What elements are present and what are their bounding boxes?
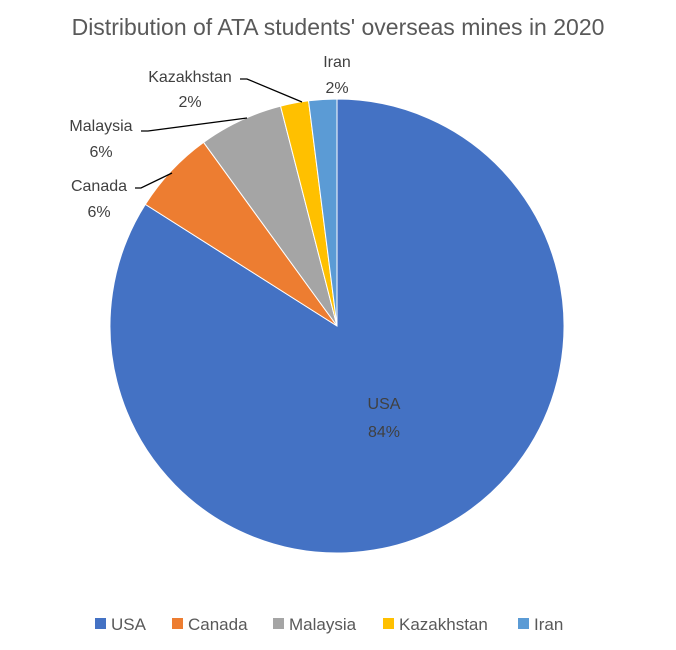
data-label-value-usa: 84% <box>368 424 400 441</box>
data-label-category-iran: Iran <box>323 54 351 71</box>
legend-label-malaysia: Malaysia <box>289 615 357 634</box>
legend-label-kazakhstan: Kazakhstan <box>399 615 488 634</box>
leader-line-canada <box>135 172 173 189</box>
legend-label-iran: Iran <box>534 615 563 634</box>
leader-line-kazakhstan <box>240 78 303 103</box>
legend-swatch-usa <box>95 618 106 629</box>
legend-swatch-iran <box>518 618 529 629</box>
data-label-category-kazakhstan: Kazakhstan <box>148 69 232 86</box>
legend-label-usa: USA <box>111 615 147 634</box>
data-label-category-malaysia: Malaysia <box>69 118 132 135</box>
chart-title: Distribution of ATA students' overseas m… <box>72 14 605 40</box>
data-label-value-iran: 2% <box>325 80 348 97</box>
data-label-value-canada: 6% <box>87 204 110 221</box>
legend-swatch-kazakhstan <box>383 618 394 629</box>
legend-swatch-malaysia <box>273 618 284 629</box>
data-label-category-usa: USA <box>368 396 401 413</box>
legend-label-canada: Canada <box>188 615 248 634</box>
data-label-value-kazakhstan: 2% <box>178 94 201 111</box>
leader-line-malaysia <box>141 117 248 132</box>
pie-slice-iran <box>307 98 338 327</box>
data-label-value-malaysia: 6% <box>89 144 112 161</box>
legend-swatch-canada <box>172 618 183 629</box>
data-label-category-canada: Canada <box>71 178 127 195</box>
